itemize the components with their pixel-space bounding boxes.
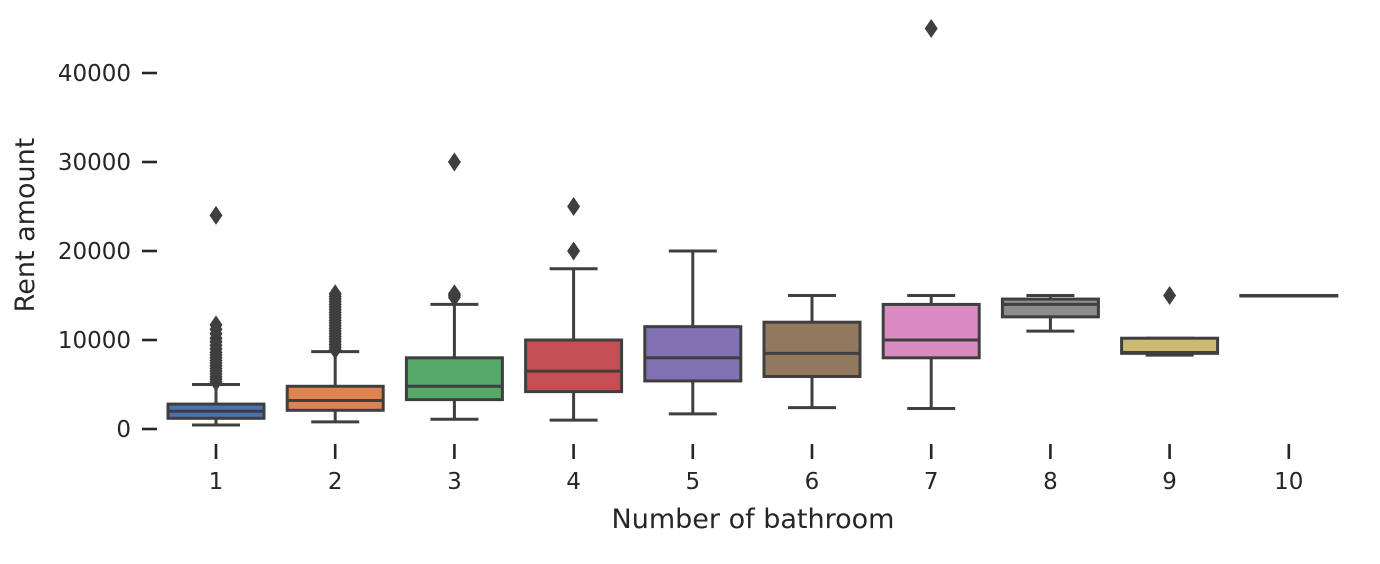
outlier-point bbox=[567, 197, 581, 216]
box-body bbox=[762, 320, 862, 378]
box-body bbox=[404, 356, 504, 402]
y-tick-label: 30000 bbox=[58, 150, 131, 176]
x-tick-label: 3 bbox=[447, 469, 462, 495]
box-2 bbox=[285, 284, 385, 424]
outlier-point bbox=[1163, 286, 1177, 305]
outlier-point bbox=[447, 284, 461, 304]
box-6 bbox=[762, 294, 862, 410]
box-body bbox=[643, 325, 743, 383]
box-8 bbox=[1000, 294, 1100, 333]
box-9 bbox=[1120, 286, 1220, 357]
x-tick-label: 1 bbox=[209, 469, 224, 495]
y-tick-label: 10000 bbox=[58, 328, 131, 354]
y-axis-label: Rent amount bbox=[10, 138, 41, 313]
x-tick-label: 4 bbox=[566, 469, 581, 495]
outlier-point bbox=[447, 152, 461, 172]
outlier-point bbox=[209, 205, 223, 225]
y-tick-label: 40000 bbox=[58, 61, 131, 87]
outlier-point bbox=[567, 241, 581, 261]
box-1 bbox=[166, 205, 266, 427]
x-axis: 1 2 3 4 5 6 7 8 9 10 bbox=[209, 444, 1303, 495]
x-axis-label: Number of bathroom bbox=[612, 504, 895, 535]
box-body bbox=[1000, 297, 1100, 319]
x-tick-label: 8 bbox=[1043, 469, 1058, 495]
x-tick-label: 5 bbox=[685, 469, 700, 495]
x-tick-label: 7 bbox=[924, 469, 939, 495]
x-tick-label: 6 bbox=[805, 469, 820, 495]
boxes-layer bbox=[166, 19, 1339, 427]
outlier-point bbox=[924, 19, 938, 38]
box-body bbox=[524, 338, 624, 394]
x-tick-label: 9 bbox=[1162, 469, 1177, 495]
outlier-point bbox=[328, 284, 342, 304]
box-4 bbox=[524, 197, 624, 422]
x-tick-label: 10 bbox=[1274, 469, 1303, 495]
box-7 bbox=[881, 19, 981, 411]
y-tick-label: 0 bbox=[116, 417, 131, 443]
box-body bbox=[285, 384, 385, 412]
x-tick-label: 2 bbox=[328, 469, 343, 495]
box-5 bbox=[643, 249, 743, 416]
box-10 bbox=[1239, 294, 1339, 298]
box-body bbox=[881, 302, 981, 360]
y-tick-label: 20000 bbox=[58, 239, 131, 265]
outlier-point bbox=[209, 315, 223, 335]
y-axis: 0 10000 20000 30000 40000 bbox=[58, 61, 157, 443]
box-3 bbox=[404, 152, 504, 421]
